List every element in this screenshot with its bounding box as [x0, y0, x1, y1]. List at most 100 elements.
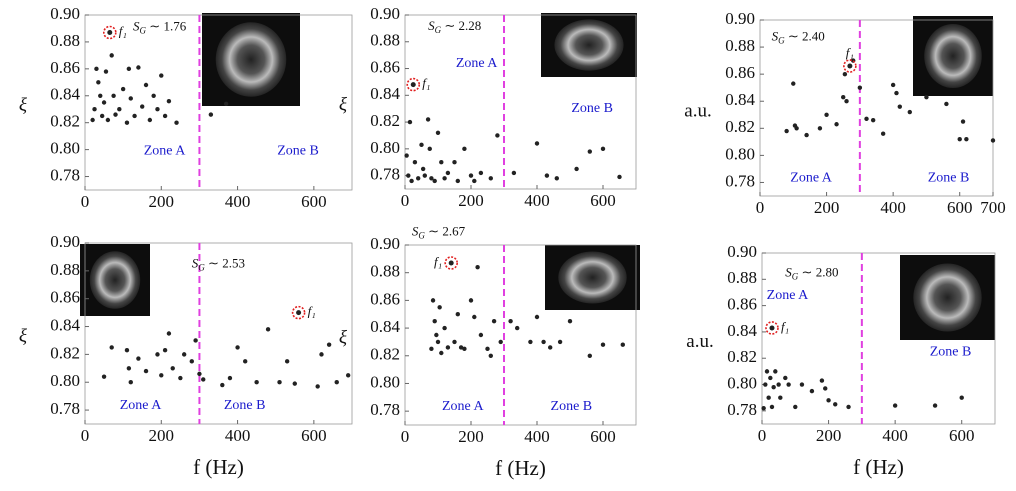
y-tick-label: 0.84 [370, 84, 400, 103]
y-tick-label: 0.90 [50, 232, 80, 251]
data-point [113, 112, 118, 117]
x-tick-label: 0 [756, 198, 765, 217]
zone-label: Zone A [456, 56, 498, 71]
y-axis-label: ξ [19, 326, 28, 347]
data-point [890, 82, 896, 88]
data-point [101, 100, 107, 105]
x-tick-label: 200 [814, 198, 840, 217]
data-point [227, 375, 233, 381]
data-point [764, 369, 770, 374]
data-point [109, 53, 114, 58]
panel: 0 200 400 600 0.78 0.80 0.82 0.84 0.86 0.88 0.90 a.… [686, 242, 996, 479]
sg-label: SG ∼ 2.53 [192, 256, 245, 273]
x-tick-label: 0 [401, 191, 410, 210]
sg-symbol: S [133, 18, 140, 33]
data-point [472, 314, 477, 320]
data-point [548, 345, 553, 350]
data-point [124, 120, 130, 125]
x-tick-label: 200 [816, 426, 842, 445]
f1-point [769, 325, 775, 331]
data-point [534, 314, 540, 320]
y-tick-label: 0.80 [50, 371, 80, 390]
sg-symbol: S [785, 265, 792, 280]
data-point [220, 382, 225, 388]
sg-value: ∼ 2.67 [425, 223, 466, 238]
y-tick-label: 0.86 [725, 63, 755, 82]
data-point [587, 353, 592, 358]
sg-subscript: G [435, 25, 442, 35]
data-point [442, 325, 447, 331]
y-tick-label: 0.84 [725, 90, 755, 109]
y-tick-label: 0.80 [370, 138, 400, 157]
data-point [799, 382, 805, 387]
data-point [488, 176, 493, 181]
data-point [166, 98, 172, 104]
data-point [124, 348, 130, 353]
data-point [794, 126, 799, 131]
y-tick-label: 0.78 [727, 400, 757, 419]
data-point [319, 352, 324, 357]
f1-ring [291, 305, 306, 320]
data-point [126, 366, 132, 371]
data-point [778, 395, 783, 400]
data-point [277, 380, 282, 385]
f1-point [410, 82, 416, 88]
zone-label: Zone A [767, 288, 809, 303]
y-tick-label: 0.88 [725, 36, 755, 55]
data-point [416, 176, 421, 181]
zone-label: Zone A [144, 144, 186, 159]
x-tick-label: 400 [524, 191, 550, 210]
f1-label: f₁ [422, 76, 430, 91]
data-point [957, 136, 962, 142]
sg-label: SG ∼ 2.80 [785, 265, 838, 282]
data-point [554, 176, 559, 181]
data-point [445, 345, 451, 350]
y-tick-label: 0.82 [370, 345, 400, 364]
data-point [159, 73, 164, 78]
f1-label: f₁ [434, 254, 442, 269]
x-tick-label: 200 [458, 191, 484, 210]
inset-crater [89, 251, 141, 309]
zone-label: Zone B [571, 101, 613, 116]
data-point [776, 382, 781, 387]
data-point [544, 173, 550, 178]
x-tick-label: 400 [524, 427, 550, 446]
data-point [435, 339, 441, 345]
panel: 0 200 400 600 0.78 0.80 0.82 0.84 0.86 0.88 0.90 ξ f… [339, 223, 640, 480]
data-point [768, 375, 773, 381]
data-point [834, 122, 839, 127]
plot-frame [759, 19, 994, 197]
data-point [345, 373, 351, 378]
x-tick-label: 600 [949, 426, 975, 445]
data-point [140, 104, 145, 109]
sg-subscript: G [140, 25, 147, 35]
data-point [528, 339, 533, 345]
data-point [761, 406, 766, 411]
data-point [98, 93, 103, 98]
data-point [824, 112, 829, 117]
zone-label: Zone B [277, 144, 319, 159]
y-tick-label: 0.86 [370, 57, 400, 76]
plot-frame [404, 244, 637, 426]
f1-ring [102, 25, 117, 40]
data-point [422, 173, 427, 178]
data-point [478, 332, 484, 338]
data-point [166, 331, 172, 336]
data-point [111, 93, 116, 98]
data-point [472, 178, 477, 184]
y-tick-label: 0.80 [370, 372, 400, 391]
data-point [143, 368, 149, 374]
data-point [793, 404, 798, 410]
y-tick-label: 0.88 [50, 260, 80, 279]
plot-frame [761, 252, 996, 425]
x-tick-label: 0 [401, 427, 410, 446]
panel: 0 200 400 600 0.78 0.80 0.82 0.84 0.86 0.88 0.90 ξ f… [19, 4, 353, 211]
data-point [445, 170, 451, 176]
data-point [197, 371, 202, 377]
data-point [147, 117, 153, 123]
sg-subscript: G [418, 230, 425, 240]
sg-label: SG ∼ 1.76 [133, 18, 187, 35]
x-tick-label: 400 [225, 192, 251, 211]
data-point [864, 116, 869, 122]
